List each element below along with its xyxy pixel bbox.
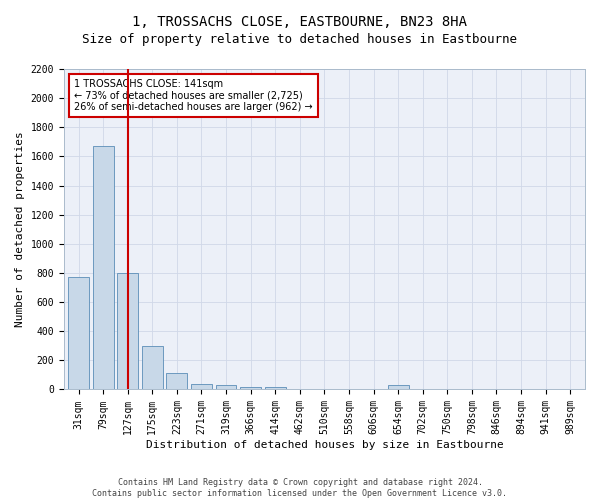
Text: Contains HM Land Registry data © Crown copyright and database right 2024.
Contai: Contains HM Land Registry data © Crown c…: [92, 478, 508, 498]
Bar: [191, 384, 212, 390]
Bar: [68, 278, 89, 390]
Bar: [265, 387, 286, 390]
Bar: [92, 146, 113, 390]
Bar: [240, 386, 261, 390]
X-axis label: Distribution of detached houses by size in Eastbourne: Distribution of detached houses by size …: [146, 440, 503, 450]
Text: Size of property relative to detached houses in Eastbourne: Size of property relative to detached ho…: [83, 32, 517, 46]
Bar: [142, 346, 163, 390]
Bar: [388, 385, 409, 390]
Text: 1, TROSSACHS CLOSE, EASTBOURNE, BN23 8HA: 1, TROSSACHS CLOSE, EASTBOURNE, BN23 8HA: [133, 15, 467, 29]
Bar: [166, 374, 187, 390]
Text: 1 TROSSACHS CLOSE: 141sqm
← 73% of detached houses are smaller (2,725)
26% of se: 1 TROSSACHS CLOSE: 141sqm ← 73% of detac…: [74, 78, 313, 112]
Bar: [215, 386, 236, 390]
Bar: [117, 273, 138, 390]
Y-axis label: Number of detached properties: Number of detached properties: [15, 132, 25, 327]
